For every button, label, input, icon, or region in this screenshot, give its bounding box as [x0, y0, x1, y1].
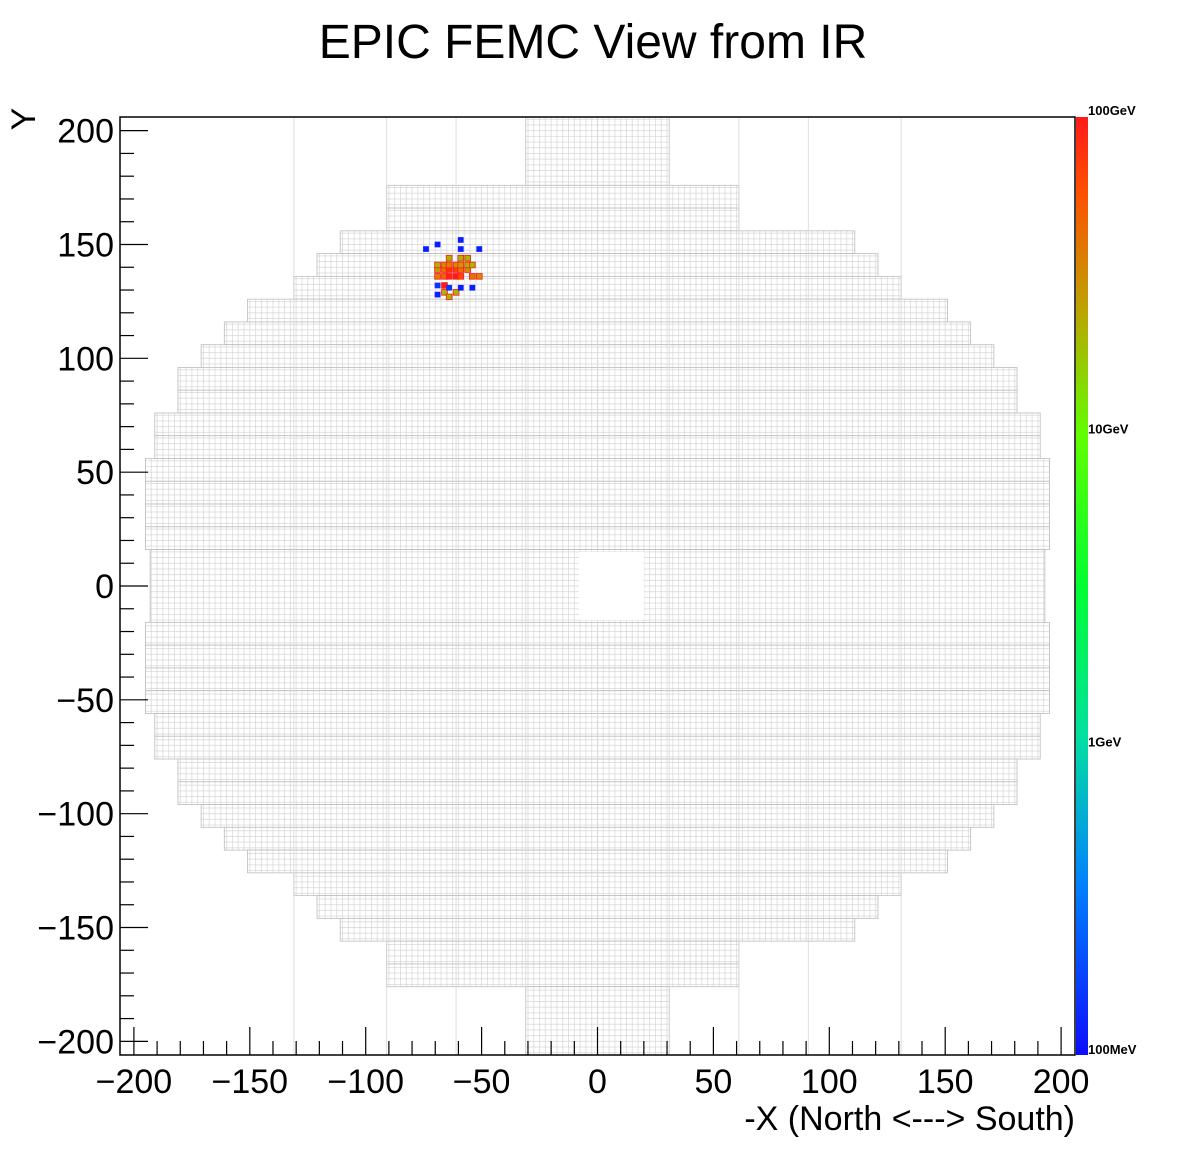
hit-cell-14: [434, 261, 441, 269]
hit-cell-21: [445, 254, 453, 262]
x-axis-label: -X (North <---> South): [744, 1100, 1075, 1138]
x-tick-label: 200: [1033, 1063, 1090, 1101]
hit-cell-22: [457, 254, 465, 262]
detector-cells-layer: [145, 116, 1050, 1056]
chart-title: EPIC FEMC View from IR: [319, 16, 868, 69]
x-tick-label: −100: [327, 1063, 404, 1101]
detector-row-1: [386, 184, 740, 209]
detector-row-33: [386, 963, 740, 988]
colorbar-label: 100MeV: [1088, 1042, 1137, 1057]
hit-cell-26: [445, 293, 453, 301]
hit-cell-28: [434, 241, 441, 248]
colorbar-label: 10GeV: [1088, 422, 1129, 437]
hit-cell-16: [445, 261, 453, 269]
hit-cell-29: [457, 237, 464, 243]
hit-cell-27: [423, 246, 429, 252]
hit-cell-31: [476, 246, 483, 252]
y-tick-label: −200: [37, 1023, 114, 1061]
colorbar-labels: 100GeV 10GeV 1GeV 100MeV: [1088, 103, 1137, 1057]
hit-cell-24: [441, 289, 448, 296]
y-tick-label: 50: [76, 454, 114, 492]
hit-cell-32: [434, 291, 441, 298]
y-tick-label: −150: [37, 910, 114, 948]
y-tick-label: 0: [95, 568, 114, 606]
y-tick-label: −50: [56, 682, 114, 720]
colorbar: [1076, 117, 1088, 1055]
x-tick-label: −200: [96, 1063, 173, 1101]
hit-cell-1: [434, 273, 441, 280]
energy-hits-layer: [423, 237, 483, 301]
hit-cell-23: [464, 254, 471, 262]
hit-cell-20: [469, 261, 476, 269]
hit-cell-5: [457, 273, 465, 280]
x-tick-label: 0: [588, 1063, 607, 1101]
colorbar-label: 1GeV: [1088, 734, 1122, 749]
y-tick-label: 100: [57, 340, 114, 378]
hit-cell-36: [446, 284, 453, 291]
x-tick-label: −50: [453, 1063, 511, 1101]
x-tick-label: 100: [801, 1063, 858, 1101]
hit-cell-3: [445, 273, 453, 280]
hit-cell-6: [469, 273, 476, 280]
hit-cell-34: [469, 284, 476, 291]
x-tick-label: −150: [212, 1063, 289, 1101]
hit-cell-35: [434, 282, 441, 289]
beam-hole: [578, 551, 644, 621]
y-tick-labels: −200 −150 −100 −50 0 50 100 150 200: [37, 113, 114, 1062]
hit-cell-7: [475, 273, 483, 280]
detector-row-32: [386, 940, 740, 965]
y-tick-label: 150: [57, 226, 114, 264]
y-axis-label: Y: [5, 108, 43, 131]
axis-ticks: [120, 130, 1062, 1055]
x-tick-label: 150: [917, 1063, 974, 1101]
detector-row-2: [386, 207, 740, 232]
y-tick-label: −100: [37, 796, 114, 834]
x-tick-labels: −200 −150 −100 −50 0 50 100 150 200: [96, 1063, 1090, 1101]
hit-cell-33: [457, 284, 464, 291]
hit-cell-30: [457, 246, 464, 252]
hit-cell-18: [457, 261, 465, 269]
hit-cell-25: [452, 289, 460, 296]
x-tick-label: 50: [694, 1063, 732, 1101]
colorbar-label: 100GeV: [1088, 103, 1136, 118]
y-tick-label: 200: [57, 113, 114, 151]
